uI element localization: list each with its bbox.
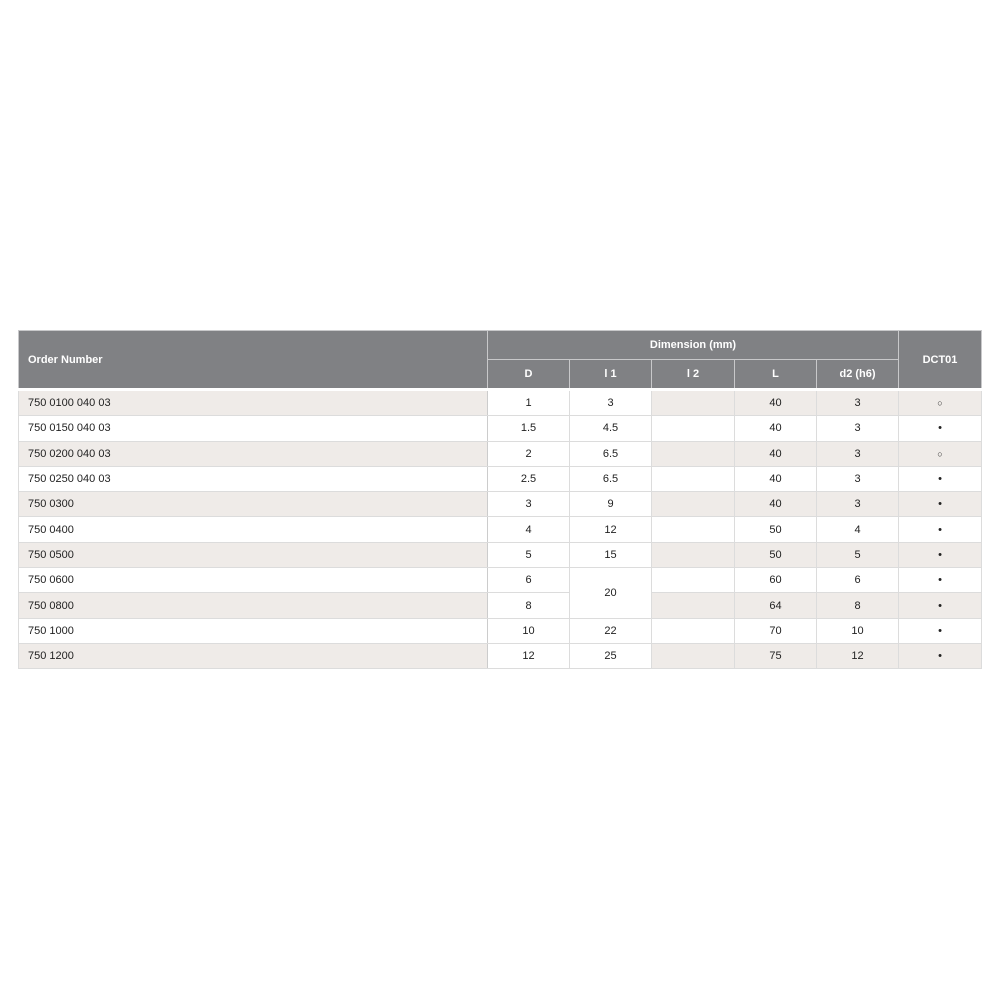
l2-cell	[651, 415, 735, 442]
l1-cell: 9	[569, 491, 652, 518]
l1-cell: 3	[569, 387, 652, 417]
order-number-cell: 750 0150 040 03	[18, 415, 488, 442]
l2-cell	[651, 465, 735, 493]
dct01-cell: •	[898, 491, 982, 518]
l1-cell: 6.5	[569, 440, 652, 467]
dct01-cell: •	[898, 567, 982, 594]
d2-cell: 10	[816, 617, 899, 644]
d-cell: 3	[487, 491, 570, 518]
l1-cell: 20	[569, 567, 652, 619]
l2-cell	[651, 617, 735, 644]
l1-cell: 15	[569, 541, 652, 569]
d2-cell: 3	[816, 465, 899, 493]
table-row: 750 0250 040 03 2.5 6.5 40 3 •	[18, 465, 982, 493]
dct01-cell: •	[898, 415, 982, 442]
order-number-cell: 750 0300	[18, 491, 488, 518]
header-l2: l 2	[651, 359, 735, 390]
l2-cell	[651, 642, 735, 670]
d2-cell: 3	[816, 387, 899, 417]
header-d: D	[487, 359, 570, 390]
l1-cell: 25	[569, 642, 652, 670]
table-row: 750 0150 040 03 1.5 4.5 40 3 •	[18, 415, 982, 442]
l1-cell: 6.5	[569, 465, 652, 493]
table-row: 750 0500 5 15 50 5 •	[18, 541, 982, 569]
table-row: 750 0200 040 03 2 6.5 40 3 ○	[18, 440, 982, 467]
l2-cell	[651, 516, 735, 543]
l-cell: 50	[734, 516, 817, 543]
d2-cell: 5	[816, 541, 899, 569]
l2-cell	[651, 387, 735, 417]
dct01-cell: •	[898, 592, 982, 619]
order-number-cell: 750 0800	[18, 592, 488, 619]
l-cell: 40	[734, 465, 817, 493]
order-number-cell: 750 0400	[18, 516, 488, 543]
dct01-cell: •	[898, 516, 982, 543]
d-cell: 4	[487, 516, 570, 543]
l2-cell	[651, 440, 735, 467]
d2-cell: 6	[816, 567, 899, 594]
header-order-number: Order Number	[18, 330, 488, 390]
table-row: 750 0800 8 64 8 •	[18, 592, 982, 619]
l-cell: 40	[734, 491, 817, 518]
d-cell: 12	[487, 642, 570, 670]
dct01-cell: ○	[898, 440, 982, 467]
d-cell: 1	[487, 387, 570, 417]
product-dimension-table: Order Number Dimension (mm) DCT01 D l 1 …	[18, 330, 982, 670]
d-cell: 1.5	[487, 415, 570, 442]
table-row: 750 0300 3 9 40 3 •	[18, 491, 982, 518]
header-d2: d2 (h6)	[816, 359, 899, 390]
header-l: L	[734, 359, 817, 390]
order-number-cell: 750 0600	[18, 567, 488, 594]
header-dct01: DCT01	[898, 330, 982, 390]
table-row: 750 0600 6 20 60 6 •	[18, 567, 982, 619]
d2-cell: 8	[816, 592, 899, 619]
l-cell: 50	[734, 541, 817, 569]
d2-cell: 4	[816, 516, 899, 543]
header-l1: l 1	[569, 359, 652, 390]
l-cell: 75	[734, 642, 817, 670]
order-number-cell: 750 0100 040 03	[18, 387, 488, 417]
dct01-cell: •	[898, 465, 982, 493]
l-cell: 40	[734, 387, 817, 417]
table-row: 750 1200 12 25 75 12 •	[18, 642, 982, 670]
d2-cell: 3	[816, 491, 899, 518]
table-body: 750 0100 040 03 1 3 40 3 ○ 750 0150 040 03 1.5 4…	[18, 387, 982, 670]
order-number-cell: 750 1200	[18, 642, 488, 670]
l1-cell: 4.5	[569, 415, 652, 442]
l2-cell	[651, 541, 735, 569]
d-cell: 2	[487, 440, 570, 467]
l1-cell: 22	[569, 617, 652, 644]
order-number-cell: 750 1000	[18, 617, 488, 644]
d-cell: 10	[487, 617, 570, 644]
d2-cell: 12	[816, 642, 899, 670]
table-row: 750 0100 040 03 1 3 40 3 ○	[18, 387, 982, 417]
dct01-cell: •	[898, 541, 982, 569]
dct01-cell: ○	[898, 387, 982, 417]
table-row: 750 1000 10 22 70 10 •	[18, 617, 982, 644]
l2-cell	[651, 491, 735, 518]
d2-cell: 3	[816, 440, 899, 467]
l1-cell: 12	[569, 516, 652, 543]
l-cell: 40	[734, 415, 817, 442]
d-cell: 2.5	[487, 465, 570, 493]
d-cell: 8	[487, 592, 570, 619]
l2-cell	[651, 592, 735, 619]
order-number-cell: 750 0500	[18, 541, 488, 569]
l-cell: 64	[734, 592, 817, 619]
d-cell: 6	[487, 567, 570, 594]
l2-cell	[651, 567, 735, 594]
l-cell: 40	[734, 440, 817, 467]
table-row: 750 0400 4 12 50 4 •	[18, 516, 982, 543]
l-cell: 60	[734, 567, 817, 594]
header-dimension-group: Dimension (mm)	[487, 330, 899, 360]
d2-cell: 3	[816, 415, 899, 442]
dct01-cell: •	[898, 642, 982, 670]
order-number-cell: 750 0250 040 03	[18, 465, 488, 493]
d-cell: 5	[487, 541, 570, 569]
l-cell: 70	[734, 617, 817, 644]
dct01-cell: •	[898, 617, 982, 644]
order-number-cell: 750 0200 040 03	[18, 440, 488, 467]
